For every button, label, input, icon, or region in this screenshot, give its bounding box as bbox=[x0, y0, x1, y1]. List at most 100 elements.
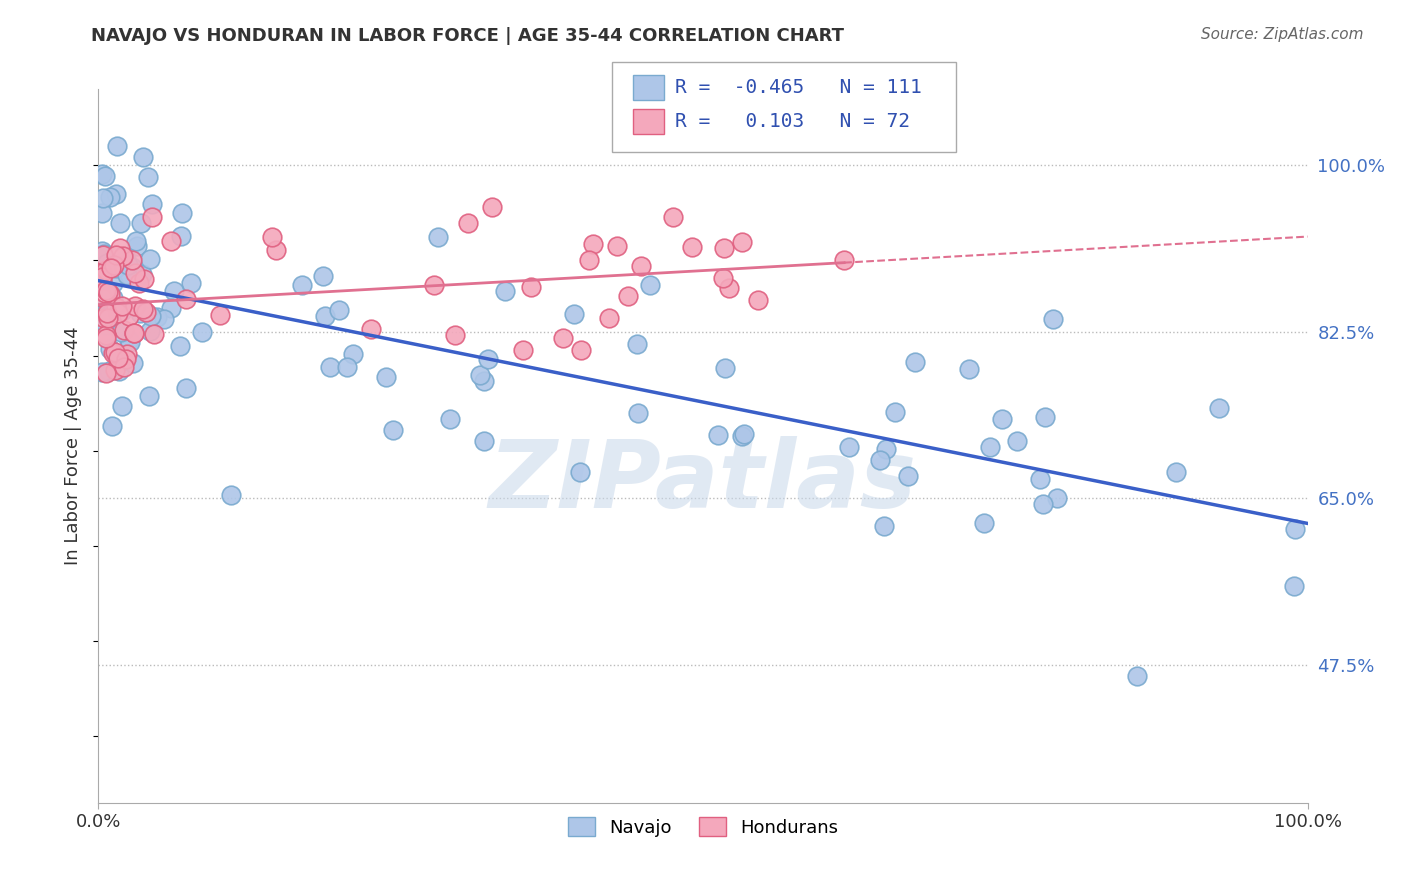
Point bbox=[93, 247, 115, 261]
Point bbox=[122, 356, 145, 370]
Point bbox=[91, 244, 114, 259]
Point bbox=[1208, 401, 1230, 415]
Point bbox=[423, 277, 446, 292]
Point bbox=[100, 260, 122, 275]
Point bbox=[91, 247, 114, 261]
Point bbox=[97, 311, 120, 326]
Point bbox=[472, 374, 495, 388]
Point bbox=[103, 258, 125, 272]
Point bbox=[124, 299, 146, 313]
Point bbox=[897, 469, 920, 483]
Point bbox=[98, 342, 121, 356]
Point bbox=[141, 309, 163, 323]
Point bbox=[1284, 522, 1306, 536]
Point bbox=[97, 293, 120, 307]
Point bbox=[838, 440, 860, 454]
Point bbox=[105, 260, 128, 275]
Point bbox=[91, 268, 114, 283]
Point bbox=[711, 271, 734, 285]
Point bbox=[118, 309, 141, 323]
Point bbox=[91, 365, 114, 379]
Point bbox=[1042, 312, 1064, 326]
Point bbox=[101, 291, 124, 305]
Point bbox=[125, 234, 148, 248]
Point bbox=[718, 280, 741, 294]
Point bbox=[169, 339, 191, 353]
Point bbox=[105, 300, 128, 314]
Point bbox=[122, 326, 145, 341]
Point bbox=[91, 273, 114, 287]
Point bbox=[174, 293, 197, 307]
Point bbox=[481, 200, 503, 214]
Point bbox=[111, 399, 134, 413]
Point bbox=[979, 440, 1001, 454]
Point bbox=[117, 258, 139, 272]
Point bbox=[626, 337, 648, 351]
Point bbox=[94, 327, 117, 342]
Point bbox=[91, 265, 114, 279]
Point bbox=[1032, 498, 1054, 512]
Point bbox=[122, 326, 145, 340]
Point bbox=[115, 267, 138, 281]
Point bbox=[93, 310, 115, 325]
Point bbox=[884, 405, 907, 419]
Point bbox=[1029, 472, 1052, 486]
Point bbox=[136, 169, 159, 184]
Point bbox=[439, 412, 461, 426]
Point bbox=[163, 285, 186, 299]
Point bbox=[131, 302, 153, 317]
Point bbox=[472, 434, 495, 448]
Point bbox=[115, 252, 138, 267]
Point bbox=[606, 239, 628, 253]
Point bbox=[91, 206, 114, 220]
Point bbox=[832, 252, 855, 267]
Point bbox=[105, 139, 128, 153]
Point bbox=[108, 364, 131, 378]
Point bbox=[328, 302, 350, 317]
Point bbox=[264, 243, 287, 257]
Point bbox=[512, 343, 534, 357]
Point bbox=[381, 423, 404, 437]
Point bbox=[121, 260, 143, 274]
Point bbox=[290, 278, 312, 293]
Point bbox=[904, 354, 927, 368]
Point bbox=[104, 363, 127, 377]
Point bbox=[103, 259, 125, 273]
Point bbox=[98, 364, 121, 378]
Point bbox=[869, 453, 891, 467]
Text: R =   0.103   N = 72: R = 0.103 N = 72 bbox=[675, 112, 910, 131]
Legend: Navajo, Hondurans: Navajo, Hondurans bbox=[561, 810, 845, 844]
Y-axis label: In Labor Force | Age 35-44: In Labor Force | Age 35-44 bbox=[65, 326, 83, 566]
Point bbox=[707, 428, 730, 442]
Point bbox=[172, 206, 194, 220]
Point bbox=[141, 210, 163, 224]
Point bbox=[96, 256, 118, 270]
Point bbox=[159, 234, 181, 248]
Point bbox=[94, 331, 117, 345]
Point bbox=[97, 285, 120, 299]
Point bbox=[152, 312, 174, 326]
Point bbox=[141, 197, 163, 211]
Point bbox=[375, 370, 398, 384]
Point bbox=[115, 347, 138, 361]
Point bbox=[96, 306, 118, 320]
Point bbox=[98, 287, 121, 301]
Point bbox=[112, 359, 135, 374]
Point bbox=[520, 280, 543, 294]
Point bbox=[91, 276, 114, 290]
Point bbox=[107, 351, 129, 365]
Point bbox=[120, 334, 142, 349]
Point bbox=[94, 366, 117, 380]
Point bbox=[111, 299, 134, 313]
Point bbox=[627, 406, 650, 420]
Point bbox=[103, 346, 125, 360]
Point bbox=[159, 301, 181, 316]
Point bbox=[94, 283, 117, 297]
Point bbox=[427, 230, 450, 244]
Point bbox=[127, 238, 149, 252]
Point bbox=[142, 327, 165, 342]
Text: ZIPatlas: ZIPatlas bbox=[489, 435, 917, 528]
Point bbox=[444, 328, 467, 343]
Point bbox=[582, 236, 605, 251]
Point bbox=[135, 305, 157, 319]
